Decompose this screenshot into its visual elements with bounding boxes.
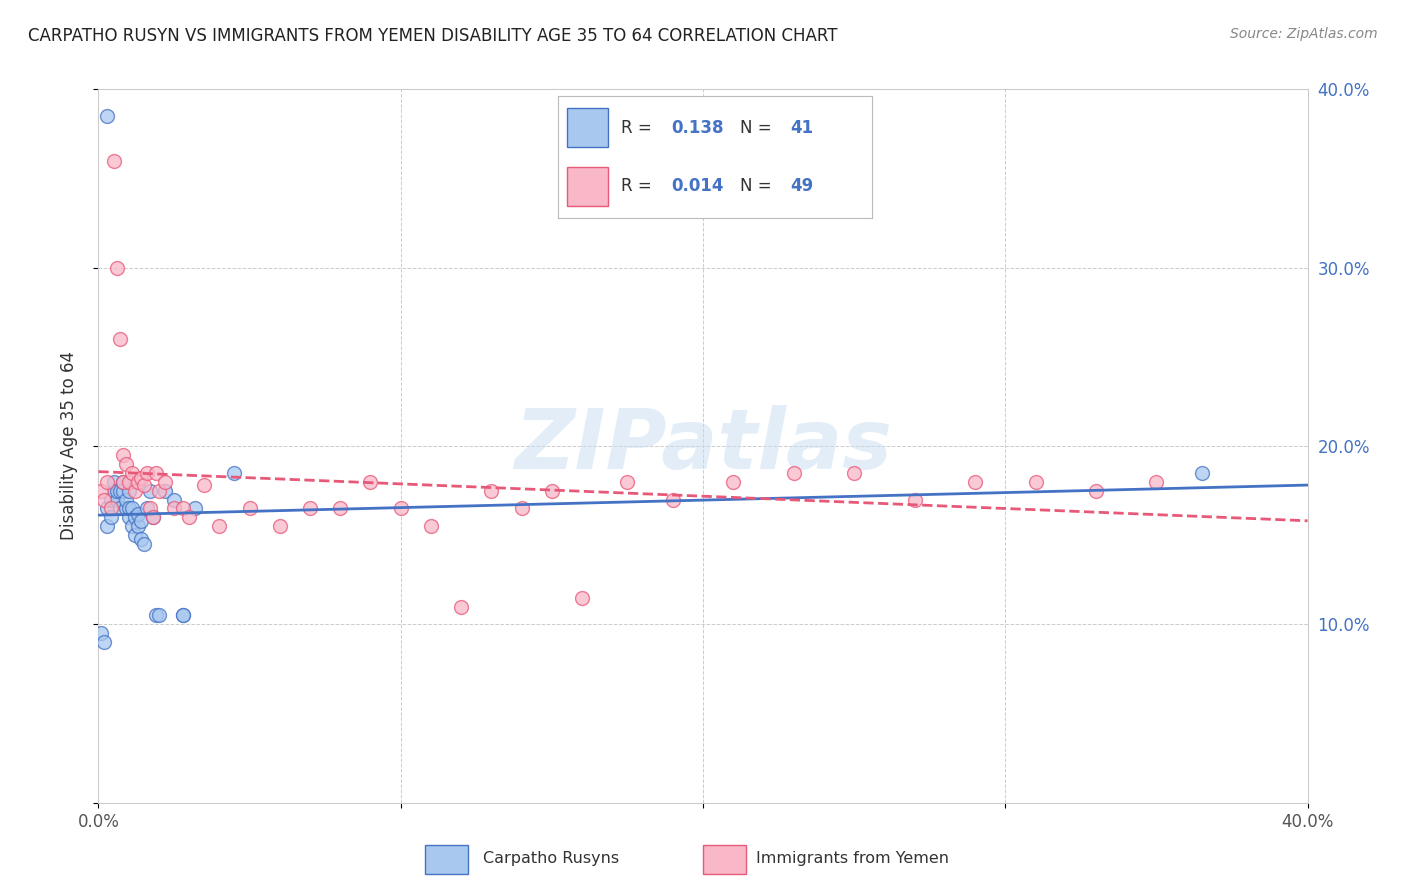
Point [111,475,134,489]
Point [96,519,118,533]
Point [1085,483,1108,498]
Point [96,501,118,516]
Point [139,483,162,498]
Point [135,466,157,480]
Point [103,153,125,168]
Point [148,608,170,623]
Point [100,501,122,516]
Text: CARPATHO RUSYN VS IMMIGRANTS FROM YEMEN DISABILITY AGE 35 TO 64 CORRELATION CHAR: CARPATHO RUSYN VS IMMIGRANTS FROM YEMEN … [28,27,838,45]
Text: Source: ZipAtlas.com: Source: ZipAtlas.com [1230,27,1378,41]
Point [93,635,115,649]
Bar [425,845,468,874]
Point [510,501,533,516]
Point [108,332,131,346]
Point [108,483,131,498]
Point [153,483,176,498]
Bar [703,845,747,874]
Point [118,501,141,516]
Point [114,492,136,507]
Point [103,475,125,489]
Point [129,471,152,485]
Text: Immigrants from Yemen: Immigrants from Yemen [755,851,949,866]
Point [163,492,186,507]
Point [124,528,146,542]
Point [172,501,194,516]
Text: ZIPatlas: ZIPatlas [515,406,891,486]
Point [481,483,503,498]
Point [129,514,152,528]
Point [783,466,806,480]
Y-axis label: Disability Age 35 to 64: Disability Age 35 to 64 [59,351,77,541]
Point [105,492,128,507]
Point [239,501,262,516]
Point [132,478,155,492]
Point [145,466,167,480]
Point [163,501,186,516]
Point [105,483,128,498]
Point [108,501,131,516]
Point [224,466,246,480]
Point [129,532,152,546]
Point [540,483,562,498]
Point [124,483,146,498]
Point [179,510,201,524]
Point [142,510,165,524]
Point [142,510,165,524]
Point [135,501,157,516]
Point [90,626,112,640]
Point [127,519,149,533]
Point [114,457,136,471]
Point [139,501,162,516]
Point [904,492,927,507]
Point [616,475,638,489]
Point [121,501,143,516]
Point [662,492,685,507]
Point [127,475,149,489]
Point [100,510,122,524]
Point [965,475,987,489]
Point [93,492,115,507]
Point [124,510,146,524]
Point [100,492,122,507]
Point [103,483,125,498]
Point [121,519,143,533]
Point [153,475,176,489]
Point [1024,475,1046,489]
Point [118,475,141,489]
Point [132,537,155,551]
Point [96,109,118,123]
Point [111,448,134,462]
Point [90,483,112,498]
Point [184,501,207,516]
Point [145,608,167,623]
Point [208,519,231,533]
Point [329,501,352,516]
Point [172,608,194,623]
Point [360,475,382,489]
Point [127,507,149,521]
Text: Carpatho Rusyns: Carpatho Rusyns [484,851,620,866]
Point [111,483,134,498]
Point [114,501,136,516]
Point [723,475,745,489]
Point [1191,466,1213,480]
Point [96,475,118,489]
Point [148,483,170,498]
Point [1144,475,1167,489]
Point [105,260,128,275]
Point [450,599,472,614]
Point [389,501,412,516]
Point [111,475,134,489]
Point [571,591,593,605]
Point [299,501,322,516]
Point [118,483,141,498]
Point [844,466,866,480]
Point [420,519,443,533]
Point [118,510,141,524]
Point [269,519,291,533]
Point [121,466,143,480]
Point [172,608,194,623]
Point [193,478,215,492]
